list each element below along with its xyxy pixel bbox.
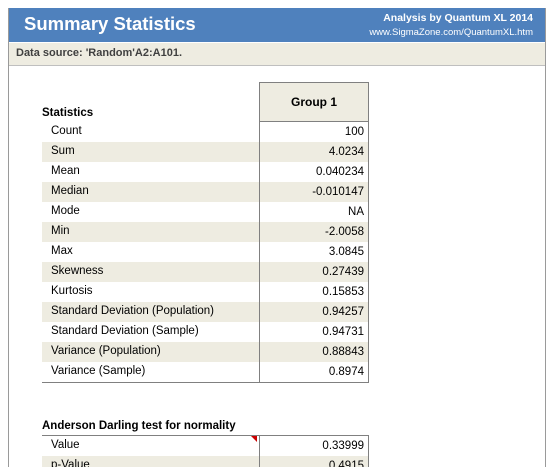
- stat-label: Mode: [51, 205, 80, 217]
- report-banner: Summary Statistics Analysis by Quantum X…: [9, 8, 545, 42]
- stat-value[interactable]: 0.8974: [259, 362, 369, 382]
- stat-value[interactable]: -2.0058: [259, 222, 369, 242]
- stat-row-variance-sample[interactable]: Variance (Sample) 0.8974: [42, 362, 369, 382]
- ad-label: Value: [51, 439, 80, 451]
- stat-row-skewness[interactable]: Skewness 0.27439: [42, 262, 369, 282]
- credit-text: Analysis by Quantum XL 2014: [383, 12, 533, 24]
- stat-row-variance-population[interactable]: Variance (Population) 0.88843: [42, 342, 369, 362]
- stat-label: Count: [51, 125, 82, 137]
- website-link[interactable]: www.SigmaZone.com/QuantumXL.htm: [369, 27, 533, 38]
- data-source-text: Data source: 'Random'A2:A101.: [16, 47, 182, 59]
- stat-label: Standard Deviation (Population): [51, 305, 215, 317]
- stat-value[interactable]: 0.88843: [259, 342, 369, 362]
- group-column-header[interactable]: Group 1: [259, 82, 369, 122]
- stat-row-count[interactable]: Count 100: [42, 122, 369, 142]
- stat-value[interactable]: 100: [259, 122, 369, 142]
- stat-row-sum[interactable]: Sum 4.0234: [42, 142, 369, 162]
- stat-label: Skewness: [51, 265, 104, 277]
- stat-value[interactable]: NA: [259, 202, 369, 222]
- stat-value[interactable]: 0.27439: [259, 262, 369, 282]
- statistics-section-title: Statistics: [42, 107, 94, 119]
- report-title: Summary Statistics: [24, 13, 196, 34]
- stat-label: Median: [51, 185, 89, 197]
- stat-label: Standard Deviation (Sample): [51, 325, 199, 337]
- anderson-darling-title: Anderson Darling test for normality: [42, 420, 236, 432]
- stat-row-min[interactable]: Min -2.0058: [42, 222, 369, 242]
- ad-row-p-value[interactable]: p-Value 0.4915: [42, 456, 369, 467]
- ad-value[interactable]: 0.33999: [259, 436, 369, 456]
- ad-row-value[interactable]: Value 0.33999: [42, 436, 369, 456]
- stat-row-std-dev-population[interactable]: Standard Deviation (Population) 0.94257: [42, 302, 369, 322]
- data-source-bar: Data source: 'Random'A2:A101.: [9, 42, 545, 66]
- stat-label: Min: [51, 225, 70, 237]
- ad-value[interactable]: 0.4915: [259, 456, 369, 467]
- stat-row-mode[interactable]: Mode NA: [42, 202, 369, 222]
- stat-value[interactable]: 0.94257: [259, 302, 369, 322]
- stat-row-max[interactable]: Max 3.0845: [42, 242, 369, 262]
- stat-label: Max: [51, 245, 73, 257]
- stat-row-std-dev-sample[interactable]: Standard Deviation (Sample) 0.94731: [42, 322, 369, 342]
- stat-label: Kurtosis: [51, 285, 93, 297]
- ad-label: p-Value: [51, 459, 90, 467]
- stat-value[interactable]: 0.15853: [259, 282, 369, 302]
- stat-row-mean[interactable]: Mean 0.040234: [42, 162, 369, 182]
- stat-value[interactable]: -0.010147: [259, 182, 369, 202]
- anderson-darling-table: Value 0.33999 p-Value 0.4915: [42, 435, 369, 467]
- stat-value[interactable]: 4.0234: [259, 142, 369, 162]
- stat-row-median[interactable]: Median -0.010147: [42, 182, 369, 202]
- statistics-table: Count 100 Sum 4.0234 Mean 0.040234 Media…: [42, 122, 369, 383]
- stat-label: Mean: [51, 165, 80, 177]
- stat-row-kurtosis[interactable]: Kurtosis 0.15853: [42, 282, 369, 302]
- stat-label: Variance (Sample): [51, 365, 146, 377]
- stat-value[interactable]: 0.94731: [259, 322, 369, 342]
- stat-label: Variance (Population): [51, 345, 161, 357]
- stat-value[interactable]: 3.0845: [259, 242, 369, 262]
- comment-indicator-icon[interactable]: [251, 436, 257, 442]
- report-sheet: Summary Statistics Analysis by Quantum X…: [8, 8, 546, 467]
- stat-value[interactable]: 0.040234: [259, 162, 369, 182]
- stat-label: Sum: [51, 145, 75, 157]
